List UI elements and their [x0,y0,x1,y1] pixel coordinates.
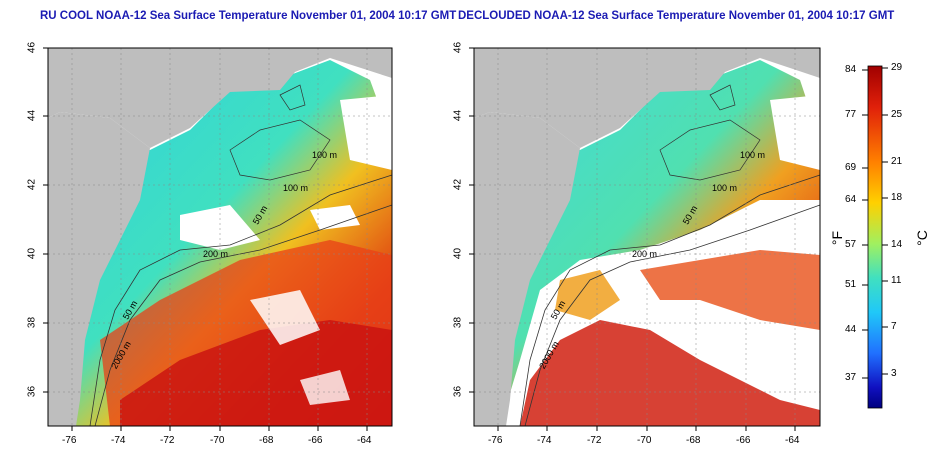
y-tick-label: 38 [452,316,464,329]
colorbar-c-tick: 21 [891,156,903,167]
x-tick-label: -68 [686,435,701,446]
left-contour-label: 200 m [203,249,229,259]
x-tick-label: -64 [785,435,800,446]
y-tick-label: 46 [452,41,464,54]
colorbar-c-tick: 11 [891,275,902,286]
right-sst-field [474,60,820,426]
x-tick-label: -74 [111,435,126,446]
left-land-coast [48,112,150,426]
right-contour-label: 200 m [632,249,658,259]
y-tick-label: 38 [26,316,38,329]
colorbar-c-tick: 29 [891,62,903,73]
y-tick-label: 44 [452,109,464,122]
left-contour-label: 100 m [283,183,309,193]
colorbar-c-tick: 3 [891,368,897,379]
left-contour-label: 50 m [120,298,140,322]
left-contour-label: 50 m [250,203,270,227]
x-tick-label: -64 [357,435,372,446]
colorbar-f-tick: 64 [845,194,857,205]
left-contour-label: 100 m [312,150,338,160]
right-contour-label: 2000 m [537,339,561,371]
fahrenheit-unit-label: °F [829,230,846,246]
right-contour-label: 100 m [740,150,766,160]
x-tick-label: -70 [210,435,225,446]
x-tick-label: -70 [637,435,652,446]
x-tick-label: -74 [537,435,552,446]
y-tick-label: 36 [452,385,464,398]
x-tick-label: -72 [587,435,602,446]
left-sst-field [48,60,392,426]
left-map [47,47,393,427]
right-contour-label: 50 m [548,298,568,322]
colorbar-f-tick: 51 [845,279,857,290]
y-tick-label: 42 [26,178,38,191]
right-contour-label: 100 m [712,183,738,193]
y-tick-label: 46 [26,41,38,54]
right-land-north [474,48,820,148]
left-land-north [48,48,392,148]
x-tick-label: -66 [308,435,323,446]
colorbar-f-tick: 84 [845,64,857,75]
colorbar-f-tick: 44 [845,324,857,335]
right-contour-label: 50 m [680,203,700,227]
right-panel-title: DECLOUDED NOAA-12 Sea Surface Temperatur… [458,10,895,22]
colorbar-f-tick: 77 [845,109,857,120]
x-tick-label: -68 [259,435,274,446]
right-land-coast [474,112,580,426]
colorbar-c-tick: 7 [891,321,897,332]
x-tick-label: -72 [160,435,175,446]
left-panel-title: RU COOL NOAA-12 Sea Surface Temperature … [40,10,457,22]
y-tick-label: 44 [26,109,38,122]
colorbar-c-tick: 18 [891,192,903,203]
x-tick-label: -76 [62,435,77,446]
y-tick-label: 40 [26,247,38,260]
colorbar-c-tick: 25 [891,109,903,120]
colorbar-f-tick: 57 [845,239,857,250]
x-tick-label: -76 [488,435,503,446]
right-map [473,47,821,427]
colorbar-c-tick: 14 [891,239,903,250]
y-tick-label: 40 [452,247,464,260]
colorbar-f-tick: 37 [845,372,857,383]
colorbar-f-tick: 69 [845,162,857,173]
y-tick-label: 42 [452,178,464,191]
left-contour-label: 2000 m [109,339,133,371]
y-tick-label: 36 [26,385,38,398]
celsius-unit-label: °C [913,230,930,246]
colorbar [862,65,888,409]
x-tick-label: -66 [736,435,751,446]
